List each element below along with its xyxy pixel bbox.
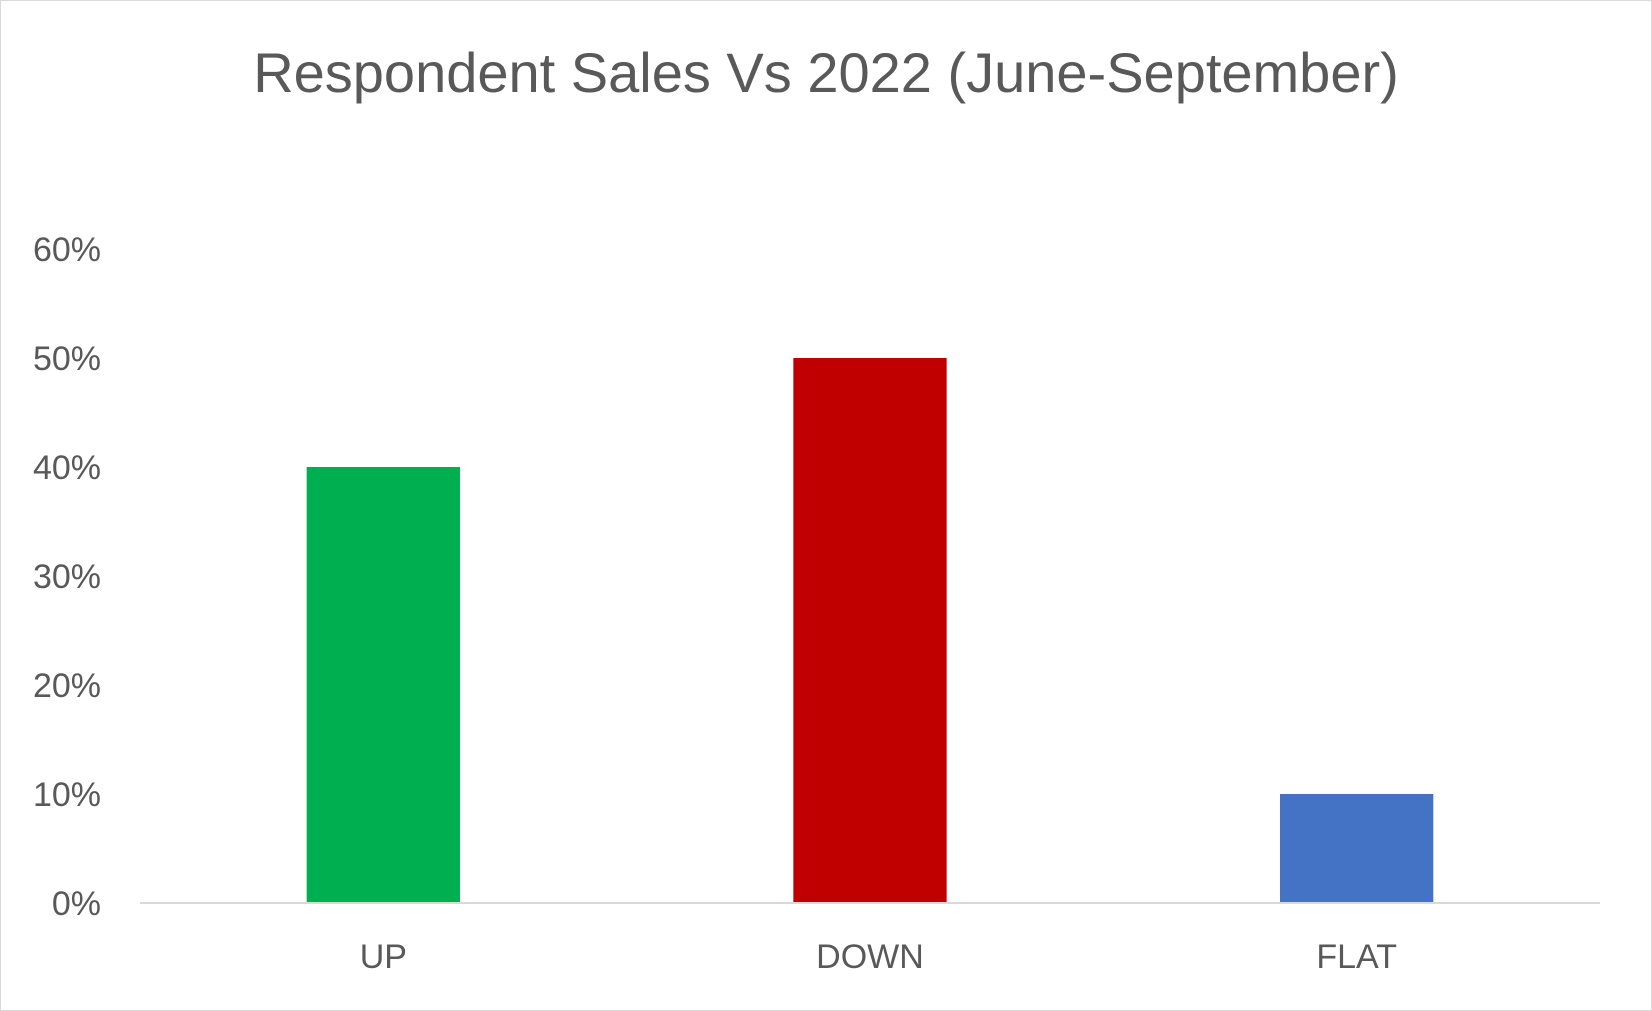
y-tick-label: 30% bbox=[33, 558, 101, 596]
y-tick-label: 10% bbox=[33, 776, 101, 814]
bar-series bbox=[306, 358, 1434, 903]
bar-down bbox=[793, 358, 947, 903]
y-tick-label: 60% bbox=[33, 231, 101, 269]
bar-flat bbox=[1280, 794, 1434, 903]
y-tick-label: 40% bbox=[33, 449, 101, 487]
y-tick-label: 50% bbox=[33, 340, 101, 378]
bar-up bbox=[306, 467, 460, 903]
y-tick-label: 0% bbox=[52, 885, 101, 923]
x-axis: UP DOWN FLAT bbox=[360, 938, 1397, 976]
y-axis: 0% 10% 20% 30% 40% 50% 60% bbox=[33, 231, 101, 923]
y-tick-label: 20% bbox=[33, 667, 101, 705]
x-tick-label: FLAT bbox=[1316, 938, 1397, 976]
x-tick-label: DOWN bbox=[816, 938, 924, 976]
chart-title: Respondent Sales Vs 2022 (June-September… bbox=[253, 41, 1399, 104]
x-tick-label: UP bbox=[360, 938, 407, 976]
